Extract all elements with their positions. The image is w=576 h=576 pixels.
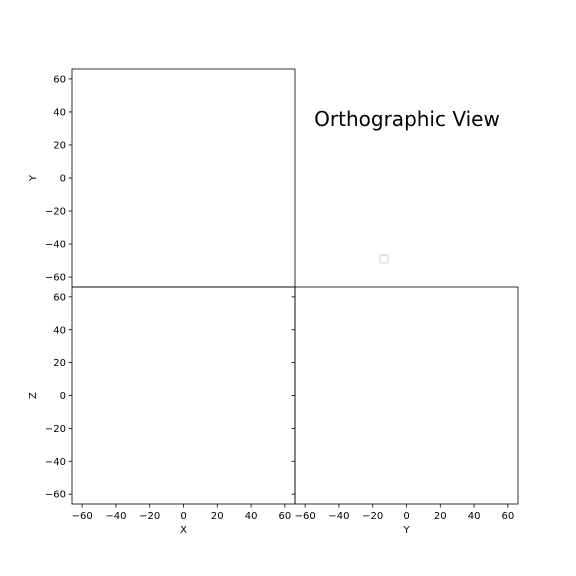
figure-title: Orthographic View [314,107,500,131]
x-tick-label: −40 [105,511,126,522]
y-tick-label: 20 [53,358,66,369]
y-tick-label: 0 [60,174,66,185]
y-axis-label: Y [28,174,39,182]
y-tick-label: −40 [45,240,66,251]
y-tick-label: 20 [53,141,66,152]
y-tick-label: 0 [60,391,66,402]
legend-box [379,254,389,264]
x-axis-label: X [180,525,187,536]
x-tick-label: 60 [501,511,514,522]
y-tick-label: −20 [45,424,66,435]
x-tick-label: −60 [72,511,93,522]
panel-bottom-right: −60 −40 −20 0 20 40 60 Y [291,286,519,536]
panel-bottom-left: −60 −40 −20 0 20 40 60 −60 −40 −20 0 20 40 60 X Z [28,286,296,536]
y-tick-label: −20 [45,207,66,218]
y-tick-label: −60 [45,273,66,284]
x-tick-label: 20 [211,511,224,522]
panel-top-left: −60 −40 −20 0 20 40 60 Y [28,68,296,288]
x-tick-label: 0 [403,511,409,522]
x-tick-label: 0 [180,511,186,522]
x-axis-label: Y [402,525,410,536]
y-axis-label: Z [28,392,39,399]
x-tick-label: −20 [362,511,383,522]
x-tick-label: −60 [295,511,316,522]
panel-frame [71,286,296,505]
x-tick-label: −40 [328,511,349,522]
y-tick-label: −40 [45,457,66,468]
x-tick-label: −20 [139,511,160,522]
y-tick-label: 60 [53,75,66,86]
x-tick-label: 40 [245,511,258,522]
y-tick-label: 60 [53,292,66,303]
y-tick-label: −60 [45,490,66,501]
y-tick-label: 40 [53,325,66,336]
x-tick-label: 20 [434,511,447,522]
panel-frame [71,68,296,288]
y-tick-label: 40 [53,108,66,119]
x-tick-label: 40 [468,511,481,522]
x-tick-label: 60 [278,511,291,522]
panel-frame [294,286,519,505]
